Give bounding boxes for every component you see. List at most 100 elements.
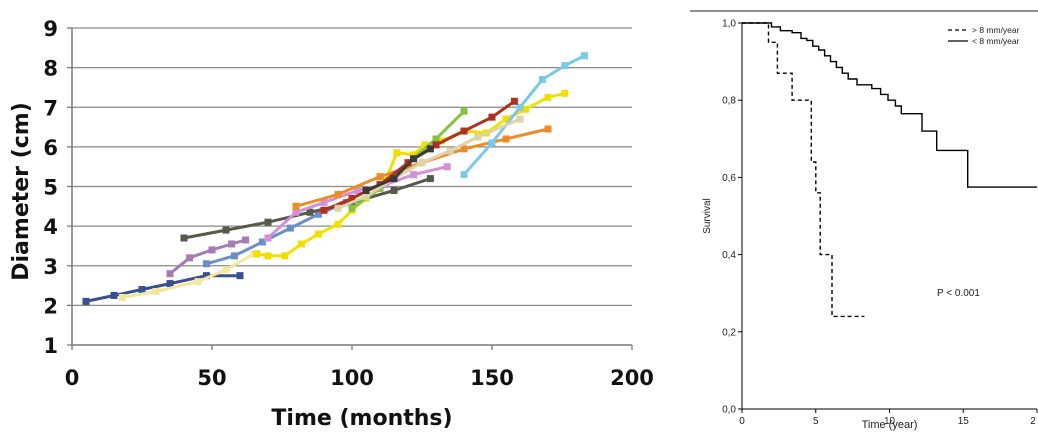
left-y-axis-label: Diameter (cm) <box>9 102 34 281</box>
left-data-point <box>292 208 300 216</box>
left-x-axis-label: Time (months) <box>271 406 452 431</box>
left-data-point <box>510 97 518 105</box>
left-data-point <box>516 103 524 111</box>
left-data-point <box>230 252 238 260</box>
left-chart-axes <box>67 27 633 350</box>
left-y-tick-label: 9 <box>43 17 58 41</box>
right-chart-axes <box>738 22 1038 413</box>
left-data-point <box>236 272 244 280</box>
right-x-tick-label: 15 <box>958 416 970 427</box>
left-data-point <box>460 127 468 135</box>
left-data-point <box>138 286 146 294</box>
left-data-point <box>516 115 524 123</box>
left-data-point <box>580 52 588 60</box>
left-data-point <box>152 288 160 296</box>
left-data-point <box>544 125 552 133</box>
left-x-tick-label: 0 <box>65 366 80 390</box>
left-data-point <box>544 93 552 101</box>
left-data-point <box>502 135 510 143</box>
left-data-point <box>561 62 569 70</box>
left-chart-gridlines <box>72 27 632 307</box>
left-y-tick-label: 4 <box>43 215 58 239</box>
left-data-point <box>410 155 418 163</box>
left-data-point <box>474 133 482 141</box>
right-y-tick-label: 0,2 <box>722 327 736 338</box>
left-data-point <box>314 230 322 238</box>
left-data-point <box>348 204 356 212</box>
left-data-point <box>443 163 451 171</box>
right-x-tick-label: 5 <box>813 416 819 427</box>
left-data-point <box>110 291 118 299</box>
left-data-point <box>166 280 174 288</box>
left-data-point <box>194 278 202 286</box>
left-data-point <box>354 186 362 194</box>
left-y-tick-label: 7 <box>43 96 58 120</box>
left-series-line <box>365 147 432 192</box>
right-x-tick-label: 10 <box>884 416 896 427</box>
left-data-point <box>264 218 272 226</box>
left-x-tick-label: 200 <box>610 366 654 390</box>
left-series-line <box>462 54 586 176</box>
left-data-point <box>298 240 306 248</box>
left-data-point <box>460 145 468 153</box>
legend-entry-label: < 8 mm/year <box>972 36 1020 46</box>
left-data-point <box>522 105 530 113</box>
left-data-point <box>421 141 429 149</box>
left-data-point <box>186 254 194 262</box>
left-data-point <box>118 293 126 301</box>
left-data-point <box>264 234 272 242</box>
left-data-point <box>446 147 454 155</box>
left-series-line <box>295 127 549 208</box>
left-data-point <box>488 139 496 147</box>
left-data-point <box>362 192 370 200</box>
left-data-point <box>390 175 398 183</box>
left-data-point <box>202 272 210 280</box>
p-value-annotation: P < 0.001 <box>937 288 980 299</box>
left-data-point <box>281 252 289 260</box>
left-data-point <box>426 175 434 183</box>
left-data-point <box>362 186 370 194</box>
right-x-tick-label: 2 <box>1030 416 1036 427</box>
right-chart-legend: > 8 mm/year< 8 mm/year <box>948 25 1020 46</box>
left-data-point <box>286 224 294 232</box>
left-x-tick-label: 100 <box>330 366 374 390</box>
left-data-point <box>228 240 236 248</box>
left-data-point <box>334 204 342 212</box>
left-data-point <box>390 186 398 194</box>
legend-entry-label: > 8 mm/year <box>972 25 1020 35</box>
left-data-point <box>242 236 250 244</box>
right-chart-tick-labels: 0 5 10 15 2 0,0 0,2 0,4 0,6 0,8 1,0 <box>722 19 1036 428</box>
left-data-point <box>376 173 384 181</box>
left-data-point <box>253 250 261 258</box>
left-y-tick-label: 8 <box>43 57 58 81</box>
left-data-point <box>222 226 230 234</box>
left-data-point <box>460 107 468 115</box>
left-data-point <box>334 190 342 198</box>
left-x-tick-label: 50 <box>197 366 226 390</box>
left-data-point <box>502 115 510 123</box>
left-data-point <box>222 266 230 274</box>
left-data-point <box>488 113 496 121</box>
left-x-tick-label: 150 <box>470 366 514 390</box>
right-chart-series <box>742 22 1037 318</box>
left-data-point <box>320 206 328 214</box>
left-data-point <box>561 89 569 97</box>
left-data-point <box>348 194 356 202</box>
left-data-point <box>306 208 314 216</box>
right-y-tick-label: 1,0 <box>722 19 736 30</box>
right-y-tick-label: 0,4 <box>722 250 736 261</box>
left-data-point <box>258 238 266 246</box>
left-data-point <box>418 159 426 167</box>
left-data-point <box>410 171 418 179</box>
left-data-point <box>82 297 90 305</box>
left-data-point <box>208 246 216 254</box>
right-survival-curve-solid <box>742 22 1037 188</box>
right-y-tick-label: 0,0 <box>722 405 736 416</box>
left-chart-series <box>82 52 588 305</box>
left-data-point <box>538 76 546 84</box>
right-x-tick-label: 0 <box>739 416 745 427</box>
right-y-tick-label: 0,6 <box>722 173 736 184</box>
left-y-tick-label: 5 <box>43 176 58 200</box>
right-x-axis-label: Time (year) <box>862 419 918 431</box>
left-data-point <box>334 220 342 228</box>
